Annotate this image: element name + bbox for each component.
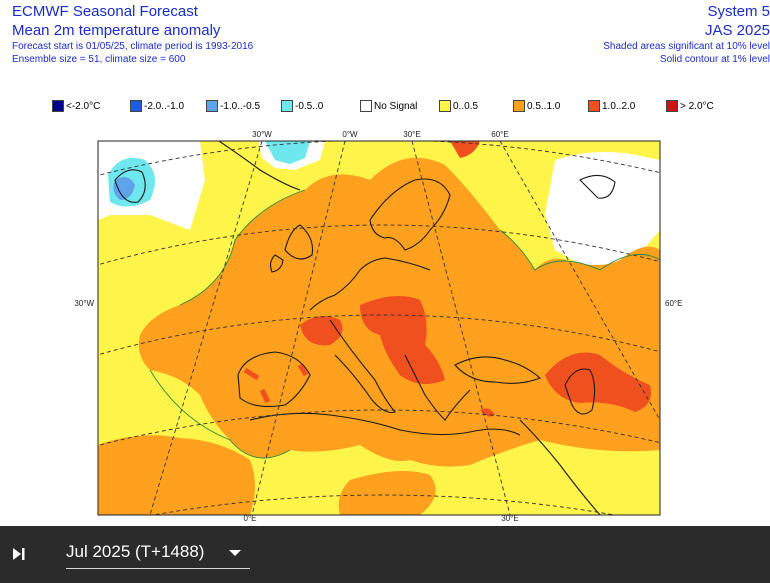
graticule xyxy=(98,141,660,515)
graticule-lon-0 xyxy=(251,141,346,515)
legend-swatch xyxy=(439,100,451,112)
graticule-lon-30e xyxy=(411,141,511,515)
coast-north-europe xyxy=(309,257,431,311)
graticule-lon-60e xyxy=(499,141,660,421)
lon-label-30w-top: 30°W xyxy=(252,130,272,139)
hot-anomaly-turkey xyxy=(480,408,495,417)
legend-item: > 2.0°C xyxy=(666,99,714,113)
graticule-lat-50 xyxy=(98,314,660,356)
legend-label: > 2.0°C xyxy=(680,100,714,112)
cold-core-atlantic xyxy=(113,176,135,200)
lat-label-right: 60°E xyxy=(665,299,682,308)
legend-swatch xyxy=(666,100,678,112)
no-signal-siberia xyxy=(545,151,660,270)
coast-caspian-sea xyxy=(564,368,596,415)
significance-contour-atlantic xyxy=(114,169,146,203)
coast-north-africa xyxy=(249,412,521,436)
legend-label: <-2.0°C xyxy=(66,100,101,112)
hot-anomaly-iberia xyxy=(243,363,309,404)
legend-label: -0.5..0 xyxy=(295,100,324,112)
lon-label-30e-top: 30°E xyxy=(403,130,420,139)
system-label: System 5 xyxy=(707,3,770,20)
legend-item: -2.0..-1.0 xyxy=(130,99,184,113)
legend-label: No Signal xyxy=(374,100,418,112)
legend-swatch xyxy=(360,100,372,112)
legend-label: 0..0.5 xyxy=(453,100,479,112)
chart-subtitle: Mean 2m temperature anomaly xyxy=(12,22,221,39)
coast-italy xyxy=(329,319,396,414)
legend-label: 0.5..1.0 xyxy=(527,100,561,112)
graticule-lat-70 xyxy=(98,141,660,176)
coast-red-sea xyxy=(519,419,601,515)
legend-item: 1.0..2.0 xyxy=(588,99,635,113)
coast-iberia xyxy=(237,351,311,407)
forecast-info: Forecast start is 01/05/25, climate peri… xyxy=(12,41,254,52)
contour-note: Solid contour at 1% level xyxy=(659,54,770,65)
legend-item: <-2.0°C xyxy=(52,99,100,113)
legend-item: 0..0.5 xyxy=(439,99,478,113)
legend-label: -2.0..-1.0 xyxy=(144,100,185,112)
legend-swatch xyxy=(588,100,600,112)
hot-anomaly-arctic xyxy=(450,141,480,158)
forecast-time-value: Jul 2025 (T+1488) xyxy=(66,542,205,561)
legend-swatch xyxy=(513,100,525,112)
legend-swatch xyxy=(130,100,142,112)
chart-title: ECMWF Seasonal Forecast xyxy=(12,3,198,20)
legend-swatch xyxy=(206,100,218,112)
legend-item: -0.5..0 xyxy=(281,99,323,113)
ensemble-info: Ensemble size = 51, climate size = 600 xyxy=(12,54,186,65)
lon-label-30e-bottom: 30°E xyxy=(501,514,518,523)
coast-ireland xyxy=(269,254,284,273)
header-left: ECMWF Seasonal Forecast Mean 2m temperat… xyxy=(12,2,253,66)
lon-label-0-bottom: 0°E xyxy=(244,514,257,523)
legend-label: -1.0..-0.5 xyxy=(220,100,261,112)
warm-anomaly-north-africa xyxy=(98,435,255,515)
graticule-lat-30 xyxy=(150,494,618,515)
header-right: System 5 JAS 2025 Shaded areas significa… xyxy=(603,2,770,66)
anomaly-map: 30°W 0°W 30°E 60°E 30°W 60°E 0°E 30°E xyxy=(74,130,682,523)
map-fields xyxy=(98,141,660,515)
warm-anomaly-sahara xyxy=(338,471,436,515)
cold-anomaly-greenland xyxy=(265,141,310,164)
lon-label-0-top: 0°W xyxy=(342,130,358,139)
coast-balkans xyxy=(404,354,471,421)
contour-line-west xyxy=(179,189,306,306)
chevron-down-icon xyxy=(229,550,241,556)
coast-black-sea xyxy=(454,356,542,384)
legend-label: 1.0..2.0 xyxy=(602,100,636,112)
graticule-lat-60 xyxy=(98,224,660,266)
coast-british-isles xyxy=(284,224,314,260)
hot-anomaly-central-europe xyxy=(360,296,445,384)
legend-swatch xyxy=(281,100,293,112)
contour-line-south xyxy=(149,369,291,459)
coastlines xyxy=(114,141,616,515)
forecast-time-dropdown[interactable]: Jul 2025 (T+1488) xyxy=(66,538,250,569)
legend-swatch xyxy=(52,100,64,112)
play-step-icon-glyph xyxy=(13,548,25,560)
legend-item: 0.5..1.0 xyxy=(513,99,560,113)
significance-note: Shaded areas significant at 10% level xyxy=(603,41,770,52)
coast-greenland xyxy=(217,141,301,191)
play-step-icon[interactable] xyxy=(9,544,29,564)
graticule-lon-30w xyxy=(149,141,263,515)
map-frame xyxy=(97,140,661,516)
lon-label-60e-top: 60°E xyxy=(491,130,508,139)
coast-scandinavia xyxy=(369,178,451,251)
graticule-lat-40 xyxy=(98,409,660,446)
lat-label-left: 30°W xyxy=(74,299,94,308)
legend-item: No Signal xyxy=(360,99,417,113)
period-label: JAS 2025 xyxy=(704,22,770,39)
significance-contour-siberia xyxy=(579,174,616,199)
playback-toolbar: Jul 2025 (T+1488) xyxy=(0,526,770,583)
hot-anomaly-caspian xyxy=(545,352,651,412)
legend-item: -1.0..-0.5 xyxy=(206,99,260,113)
